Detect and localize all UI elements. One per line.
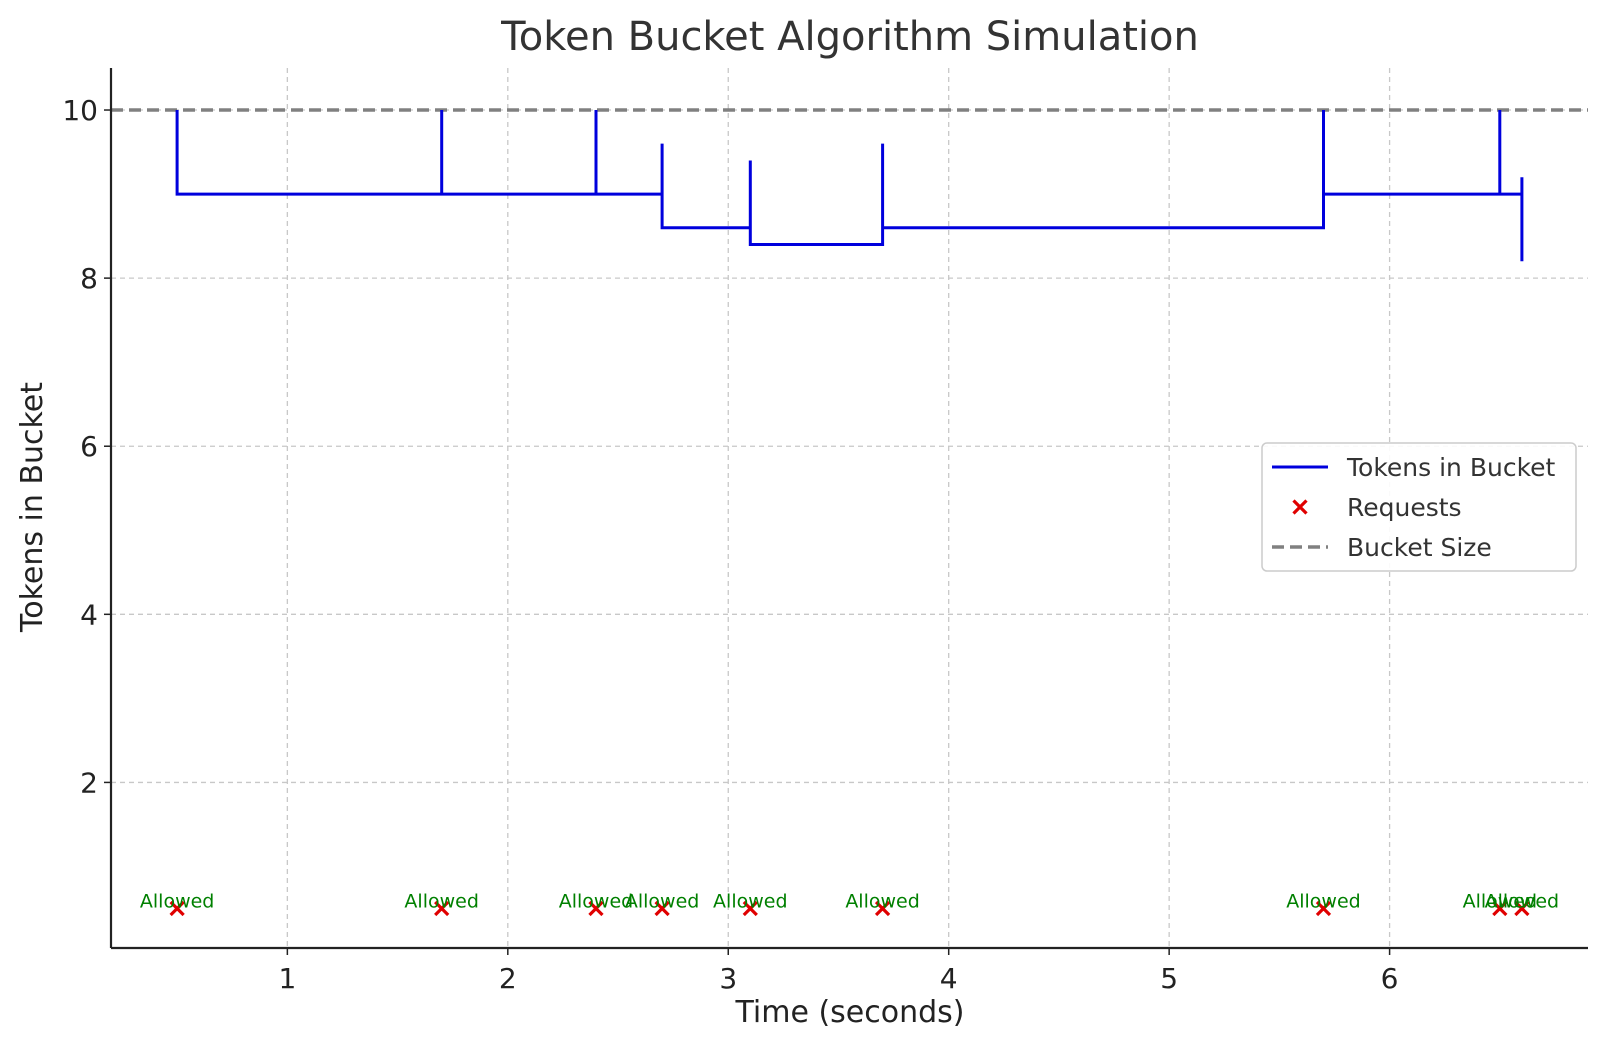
request-marker [654,900,670,917]
allowed-annotation: Allowed [713,890,787,912]
request-marker [169,900,185,917]
x-axis-label: Time (seconds) [735,995,965,1030]
request-marker [434,900,450,917]
allowed-annotation: Allowed [845,890,919,912]
request-marker [1514,900,1530,917]
request-marker [1315,900,1332,917]
x-tick-label: 1 [278,962,296,995]
request-markers [169,900,1530,917]
legend: Tokens in Bucket Requests Bucket Size [1261,442,1577,572]
y-tick-label: 10 [62,94,98,127]
x-tick-label: 4 [940,962,958,995]
request-marker [742,900,758,917]
allowed-annotation: Allowed [1485,890,1559,912]
allowed-annotation: Allowed [625,890,699,912]
allowed-annotation: Allowed [404,890,478,912]
x-tick-label: 3 [719,962,737,995]
y-tick-label: 8 [80,262,98,295]
y-axis-label: Tokens in Bucket [15,382,50,633]
tokens-line [175,110,1524,262]
request-marker [588,900,604,917]
allowed-annotation: Allowed [1463,890,1537,912]
request-marker [874,900,891,917]
request-marker [1492,900,1508,917]
legend-box [1261,442,1577,572]
x-tick-label: 2 [499,962,517,995]
tokens-line-group [175,110,1524,262]
legend-label: Bucket Size [1347,533,1492,562]
allowed-annotation: Allowed [1286,890,1360,912]
y-tick-label: 2 [80,766,98,799]
chart-title: Token Bucket Algorithm Simulation [500,14,1199,60]
allowed-annotation: Allowed [559,890,633,912]
legend-requests-handle [1292,499,1308,515]
axes [109,68,1588,950]
y-tick-label: 4 [80,598,98,631]
grid [111,68,1588,948]
legend-label: Tokens in Bucket [1346,453,1556,482]
allowed-annotation: Allowed [140,890,214,912]
x-tick-label: 6 [1381,962,1399,995]
legend-label: Requests [1347,493,1462,522]
y-tick-label: 6 [80,430,98,463]
ticks: 1 2 3 4 5 6 2 4 6 8 10 [62,94,1398,995]
x-tick-label: 5 [1160,962,1178,995]
